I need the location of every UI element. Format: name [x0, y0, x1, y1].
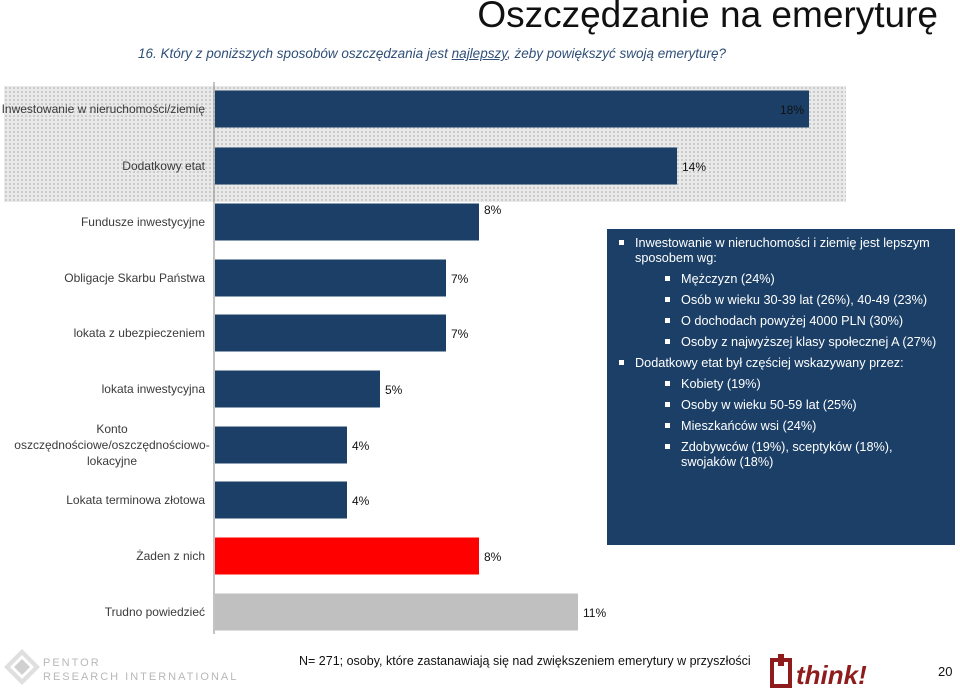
bar-10 — [215, 593, 578, 631]
insight-text: Mężczyzn (24%) — [681, 272, 775, 286]
insight-subitem: O dochodach powyżej 4000 PLN (30%) — [665, 314, 947, 329]
bullet-icon — [665, 276, 670, 281]
insight-subitem: Mężczyzn (24%) — [665, 272, 947, 287]
bullet-icon — [665, 318, 670, 323]
pentor-logo-icon — [4, 649, 40, 685]
bullet-icon — [619, 240, 624, 245]
category-label: Konto oszczędnościowe/oszczędnościowo-lok… — [14, 422, 209, 468]
question-emphasis: najlepszy — [451, 46, 507, 61]
insight-box: Inwestowanie w nieruchomości i ziemię je… — [607, 229, 955, 545]
category-label: Lokata terminowa złotowa — [66, 493, 205, 507]
category-label: Żaden z nich — [136, 549, 205, 563]
bar-9 — [215, 537, 479, 575]
bar-3 — [215, 203, 479, 241]
insight-text: O dochodach powyżej 4000 PLN (30%) — [681, 314, 904, 328]
insight-subitem: Zdobywców (19%), sceptyków (18%), swojak… — [665, 440, 947, 470]
value-label: 11% — [583, 606, 606, 620]
category-label: Inwestowanie w nieruchomości/ziemię — [2, 102, 206, 116]
category-label: Trudno powiedzieć — [105, 605, 205, 619]
question-text: 16. Który z poniższych sposobów oszczędz… — [138, 46, 726, 61]
bar-2 — [215, 147, 677, 185]
value-label: 8% — [484, 203, 502, 217]
bullet-icon — [665, 297, 670, 302]
category-label: Fundusze inwestycyjne — [81, 215, 205, 229]
question-pre: 16. Który z poniższych sposobów oszczędz… — [138, 46, 452, 61]
insight-subitem: Kobiety (19%) — [665, 377, 947, 392]
value-label: 7% — [451, 327, 469, 341]
question-post: , żeby powiększyć swoją emeryturę? — [506, 46, 727, 61]
value-label: 4% — [352, 494, 370, 508]
value-label: 18% — [780, 103, 804, 117]
insight-subitem: Osoby w wieku 50-59 lat (25%) — [665, 398, 947, 413]
insight-text: Osoby w wieku 50-59 lat (25%) — [681, 398, 857, 412]
insight-text: Osoby z najwyższej klasy społecznej A (2… — [681, 335, 937, 349]
bullet-icon — [665, 444, 670, 449]
category-label: lokata z ubezpieczeniem — [74, 326, 205, 340]
value-label: 14% — [682, 160, 706, 174]
insight-text: Osób w wieku 30-39 lat (26%), 40-49 (23%… — [681, 293, 928, 307]
insight-text: Kobiety (19%) — [681, 377, 761, 391]
insight-text: Zdobywców (19%), sceptyków (18%), swojak… — [681, 440, 893, 469]
bar-8 — [215, 481, 347, 519]
insight-text: Inwestowanie w nieruchomości i ziemię je… — [635, 236, 930, 265]
bullet-icon — [665, 339, 670, 344]
page-number: 20 — [938, 664, 953, 679]
value-label: 8% — [484, 550, 502, 564]
think-logo-text: think! — [796, 660, 867, 690]
think-logo: think! — [770, 654, 867, 690]
bar-4 — [215, 259, 446, 297]
bar-7 — [215, 426, 347, 464]
insight-subitem: Osoby z najwyższej klasy społecznej A (2… — [665, 335, 947, 350]
insight-subitem: Mieszkańców wsi (24%) — [665, 419, 947, 434]
category-label: lokata inwestycyjna — [102, 382, 206, 396]
bullet-icon — [665, 402, 670, 407]
bar-1 — [215, 90, 809, 128]
insight-text: Dodatkowy etat był częściej wskazywany p… — [635, 356, 904, 370]
value-label: 4% — [352, 439, 370, 453]
sample-note: N= 271; osoby, które zastanawiają się na… — [299, 654, 751, 668]
category-label: Obligacje Skarbu Państwa — [64, 271, 205, 285]
bullet-icon — [665, 381, 670, 386]
value-label: 7% — [451, 272, 469, 286]
pentor-logo-line1: PENTOR — [43, 657, 101, 669]
insight-text: Mieszkańców wsi (24%) — [681, 419, 817, 433]
insight-item: Inwestowanie w nieruchomości i ziemię je… — [619, 236, 947, 266]
bar-chart: Inwestowanie w nieruchomości/ziemię 18% Do… — [2, 82, 809, 634]
bullet-icon — [665, 423, 670, 428]
bar-5 — [215, 314, 446, 352]
insight-subitem: Osób w wieku 30-39 lat (26%), 40-49 (23%… — [665, 293, 947, 308]
category-label: Dodatkowy etat — [122, 159, 205, 173]
page-title: Oszczędzanie na emeryturę — [477, 0, 938, 35]
bar-6 — [215, 370, 380, 408]
insight-item: Dodatkowy etat był częściej wskazywany p… — [619, 356, 947, 371]
bullet-icon — [619, 360, 624, 365]
pentor-logo: PENTOR RESEARCH INTERNATIONAL — [2, 647, 236, 691]
pentor-logo-line2: RESEARCH INTERNATIONAL — [43, 671, 239, 683]
value-label: 5% — [385, 383, 403, 397]
